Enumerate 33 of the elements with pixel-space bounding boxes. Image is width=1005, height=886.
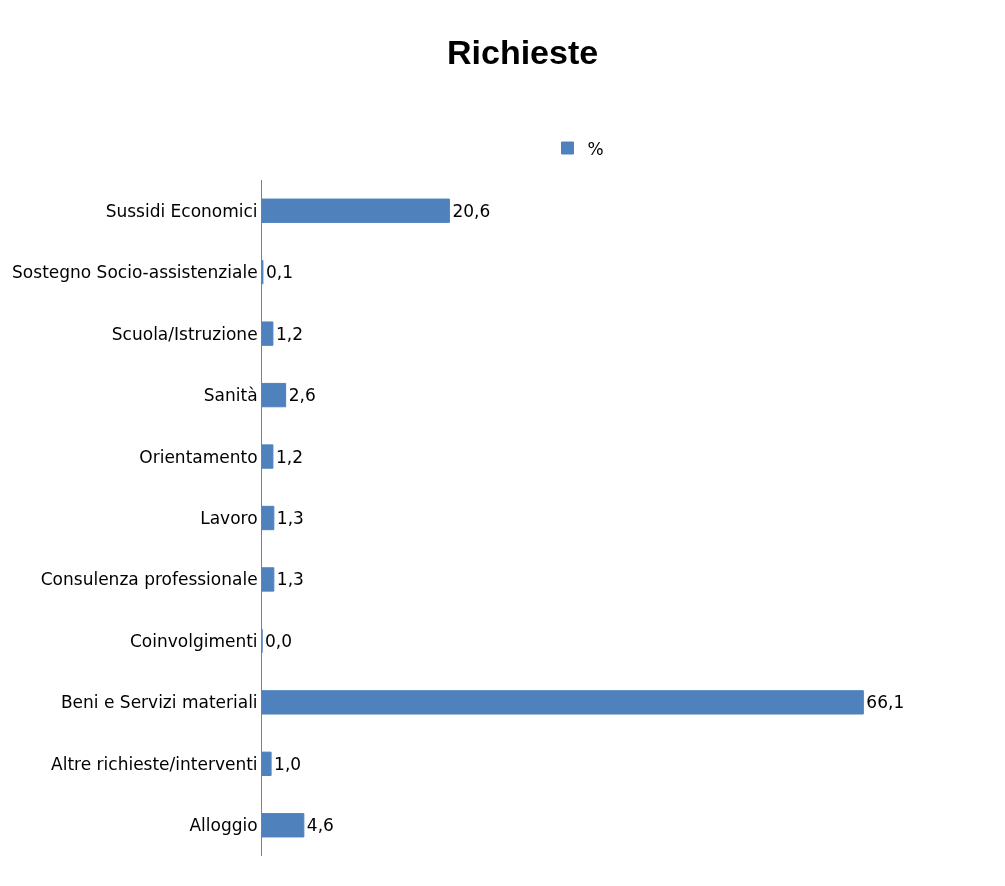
- bar: [262, 567, 275, 592]
- y-tick-label: Consulenza professionale: [40, 569, 258, 590]
- data-label: 2,6: [288, 385, 316, 406]
- bar: [262, 382, 287, 408]
- bar: [262, 690, 864, 715]
- y-tick-label: Scuola/Istruzione: [111, 323, 258, 344]
- bar: [262, 198, 450, 223]
- y-tick-label: Orientamento: [139, 446, 258, 467]
- data-label: 20,6: [452, 200, 491, 221]
- y-tick-label: Sanità: [203, 385, 258, 406]
- data-label: 1,2: [275, 323, 303, 344]
- chart-title: Richieste: [447, 32, 599, 71]
- y-tick-label: Sussidi Economici: [105, 200, 258, 221]
- bar: [262, 813, 305, 838]
- data-label: 66,1: [866, 692, 905, 713]
- bar: [262, 505, 275, 531]
- data-label: 0,1: [265, 262, 293, 283]
- bar: [262, 751, 272, 776]
- y-tick-label: Lavoro: [200, 507, 258, 528]
- data-label: 1,3: [276, 508, 304, 528]
- y-tick-label: Sostegno Socio-assistenziale: [12, 262, 258, 283]
- y-tick-label: Coinvolgimenti: [129, 630, 258, 651]
- legend-label: %: [587, 138, 604, 159]
- bar: [262, 321, 274, 346]
- data-label: 1,0: [274, 753, 302, 774]
- data-label: 4,6: [306, 815, 334, 836]
- y-tick-label: Altre richieste/interventi: [51, 753, 258, 774]
- y-tick-label: Alloggio: [189, 815, 258, 836]
- y-tick-label: Beni e Servizi materiali: [60, 692, 258, 713]
- data-label: 1,2: [275, 446, 303, 467]
- data-label: 0,0: [265, 630, 293, 651]
- bar: [262, 444, 274, 469]
- data-label: 1,3: [276, 569, 304, 590]
